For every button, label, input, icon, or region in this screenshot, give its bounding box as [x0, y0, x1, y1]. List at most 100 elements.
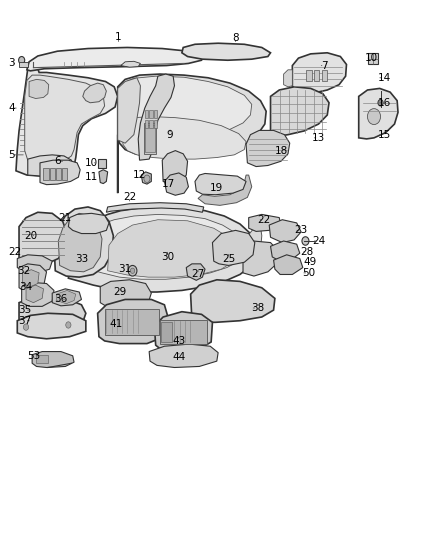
Polygon shape — [19, 264, 46, 292]
Polygon shape — [22, 270, 39, 287]
Polygon shape — [32, 352, 74, 368]
Text: 5: 5 — [8, 150, 15, 160]
Polygon shape — [359, 88, 398, 139]
Text: 33: 33 — [75, 254, 88, 263]
Polygon shape — [71, 214, 244, 279]
Text: 7: 7 — [321, 61, 328, 70]
Text: 14: 14 — [378, 73, 391, 83]
Bar — [145, 125, 155, 152]
Bar — [43, 168, 49, 180]
Text: 22: 22 — [8, 247, 21, 256]
Polygon shape — [246, 131, 290, 166]
Bar — [153, 110, 157, 118]
Text: 8: 8 — [232, 33, 239, 43]
Polygon shape — [106, 203, 204, 212]
Circle shape — [18, 56, 25, 64]
Text: 23: 23 — [294, 225, 308, 236]
Polygon shape — [269, 220, 301, 243]
Text: 6: 6 — [55, 156, 61, 166]
Polygon shape — [68, 213, 109, 233]
Polygon shape — [118, 74, 266, 193]
Polygon shape — [271, 241, 300, 261]
Polygon shape — [149, 344, 218, 368]
Polygon shape — [26, 285, 43, 303]
Text: 41: 41 — [110, 319, 123, 329]
Bar — [161, 322, 172, 342]
Polygon shape — [21, 282, 54, 306]
Polygon shape — [83, 83, 106, 103]
Bar — [105, 309, 159, 335]
Polygon shape — [195, 173, 246, 195]
Text: 3: 3 — [8, 59, 14, 68]
Circle shape — [302, 237, 309, 245]
Text: 20: 20 — [24, 231, 37, 241]
Polygon shape — [58, 213, 102, 272]
Text: 19: 19 — [210, 183, 223, 193]
Polygon shape — [25, 75, 105, 163]
Polygon shape — [19, 212, 67, 264]
Text: 53: 53 — [27, 351, 40, 361]
Text: 38: 38 — [251, 303, 264, 313]
Polygon shape — [141, 172, 151, 184]
Polygon shape — [271, 87, 329, 136]
Text: 30: 30 — [161, 252, 174, 262]
Bar — [56, 168, 61, 180]
Polygon shape — [198, 175, 252, 205]
Polygon shape — [249, 227, 262, 268]
Polygon shape — [162, 151, 187, 184]
Bar — [149, 120, 152, 128]
Text: 12: 12 — [133, 170, 146, 180]
Circle shape — [144, 175, 150, 182]
Polygon shape — [54, 207, 113, 277]
Polygon shape — [16, 69, 118, 176]
Polygon shape — [274, 255, 303, 274]
Polygon shape — [17, 255, 52, 273]
Text: 10: 10 — [365, 53, 378, 63]
Polygon shape — [52, 289, 81, 306]
Polygon shape — [186, 264, 205, 280]
Polygon shape — [118, 78, 141, 143]
Circle shape — [131, 268, 135, 273]
Polygon shape — [57, 290, 76, 304]
Polygon shape — [123, 76, 252, 136]
Text: 31: 31 — [119, 264, 132, 274]
Polygon shape — [292, 53, 346, 96]
Polygon shape — [191, 280, 275, 322]
Text: 49: 49 — [303, 257, 316, 267]
Bar — [62, 168, 67, 180]
Polygon shape — [98, 300, 167, 344]
Bar — [314, 70, 319, 82]
Text: 10: 10 — [85, 158, 98, 168]
Polygon shape — [27, 47, 201, 71]
Bar — [144, 123, 156, 154]
Text: 9: 9 — [167, 130, 173, 140]
Bar — [145, 120, 148, 128]
Bar — [160, 320, 207, 344]
Text: 18: 18 — [274, 146, 288, 156]
Text: 29: 29 — [113, 287, 126, 297]
Bar — [19, 62, 28, 67]
Bar — [368, 53, 378, 64]
Bar — [35, 356, 48, 364]
Text: 28: 28 — [300, 247, 314, 256]
Polygon shape — [154, 312, 212, 353]
Text: 27: 27 — [191, 270, 205, 279]
Text: 22: 22 — [257, 215, 270, 225]
Text: 44: 44 — [172, 352, 185, 362]
Text: 1: 1 — [115, 32, 122, 42]
Polygon shape — [19, 297, 86, 329]
Text: 43: 43 — [172, 336, 185, 346]
Text: 4: 4 — [8, 103, 15, 113]
Text: 24: 24 — [312, 236, 325, 246]
Polygon shape — [284, 70, 292, 87]
Polygon shape — [29, 79, 49, 99]
Polygon shape — [40, 160, 80, 184]
Text: 25: 25 — [222, 254, 235, 263]
Text: 17: 17 — [162, 179, 175, 189]
Polygon shape — [182, 43, 271, 60]
Text: 11: 11 — [85, 172, 98, 182]
Polygon shape — [108, 220, 237, 277]
Circle shape — [378, 100, 383, 106]
Polygon shape — [68, 207, 256, 292]
Polygon shape — [123, 117, 246, 159]
